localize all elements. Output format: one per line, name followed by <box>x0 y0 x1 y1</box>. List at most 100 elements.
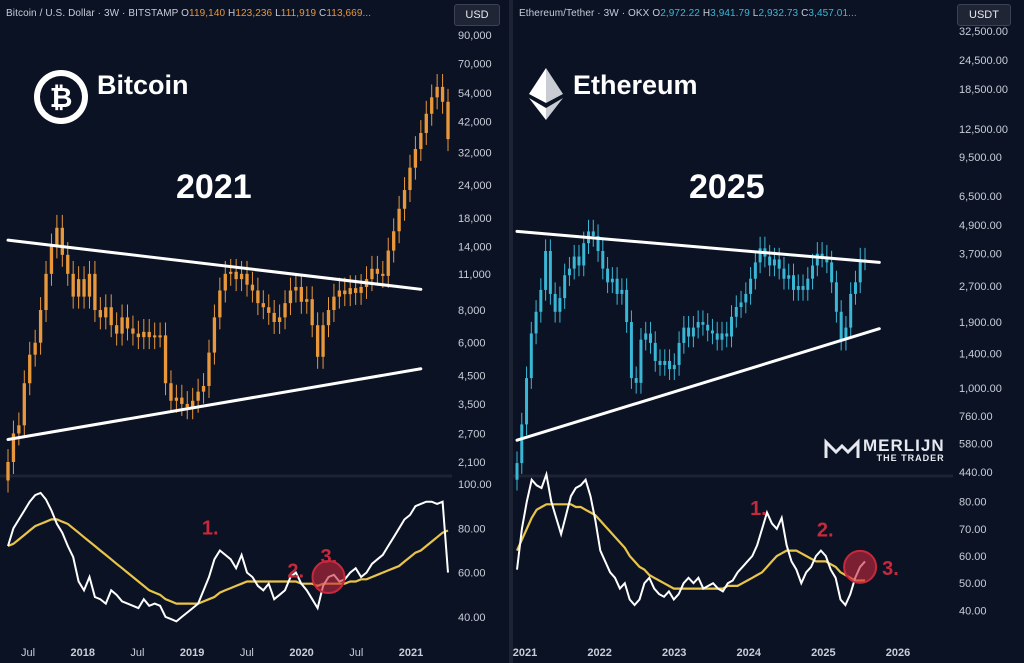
candle-body <box>520 424 524 464</box>
candle-body <box>180 397 184 404</box>
candle-body <box>28 354 32 384</box>
high-value: 123,236 <box>235 8 273 19</box>
candle-body <box>768 256 772 266</box>
candle-body <box>250 284 255 291</box>
rsi-tick-label: 60.00 <box>959 551 987 563</box>
watermark-subtitle: THE TRADER <box>876 453 945 463</box>
price-tick-label: 2,100 <box>458 457 486 469</box>
price-tick-label: 18,500.00 <box>959 84 1008 96</box>
candle-body <box>772 259 776 266</box>
bitcoin-brand-label: Bitcoin <box>97 70 189 100</box>
candle-body <box>858 259 862 283</box>
candle-body <box>435 86 439 98</box>
candle-body <box>381 273 385 276</box>
candle-body <box>663 360 667 365</box>
currency-selector[interactable]: USD <box>454 4 500 26</box>
svg-text:₿: ₿ <box>50 82 73 113</box>
close-value: 113,669... <box>326 8 372 19</box>
candle-body <box>558 298 562 312</box>
candle-body <box>706 324 710 331</box>
candle-body <box>315 325 320 357</box>
price-tick-label: 32,000 <box>458 147 492 159</box>
panel-divider <box>509 0 513 663</box>
candle-body <box>639 339 643 383</box>
rsi-annotation-3: 3. <box>320 546 337 568</box>
candle-body <box>299 286 303 302</box>
candle-body <box>606 268 610 283</box>
close-value: 3,457.01... <box>808 8 857 19</box>
ethereum-logo-icon <box>529 68 563 120</box>
candle-body <box>744 293 748 303</box>
candle-body <box>98 310 103 318</box>
ethereum-chart-canvas: 32,500.00 24,500.00 18,500.00 12,500.00 9,50… <box>513 26 1008 659</box>
candle-body <box>567 268 571 276</box>
candle-body <box>758 248 762 263</box>
rsi-annotation-1: 1. <box>750 498 767 520</box>
rsi-line <box>516 470 866 607</box>
candle-body <box>185 403 189 408</box>
candle-body <box>82 279 86 297</box>
price-tick-label: 760.00 <box>959 411 993 423</box>
candle-body <box>677 342 681 365</box>
candle-body <box>212 317 217 353</box>
bitcoin-logo-icon: ₿ <box>34 70 88 124</box>
price-tick-label: 8,000 <box>458 305 486 317</box>
price-tick-label: 4,500 <box>458 370 486 382</box>
candle-body <box>430 97 434 114</box>
ethereum-year-label: 2025 <box>689 168 765 206</box>
price-tick-label: 440.00 <box>959 467 993 479</box>
candle-body <box>104 307 108 318</box>
candle-body <box>234 271 238 280</box>
high-label: H <box>228 8 236 19</box>
candle-body <box>191 400 195 408</box>
high-label: H <box>702 8 711 19</box>
currency-selector[interactable]: USDT <box>957 4 1011 26</box>
candle-body <box>375 268 380 274</box>
candle-body <box>596 235 600 252</box>
bitcoin-symbol-header: Bitcoin / U.S. Dollar · 3W · BITSTAMP O1… <box>6 8 371 19</box>
low-label: L <box>752 8 759 19</box>
candle-body <box>539 289 543 312</box>
candle-body <box>753 262 757 279</box>
open-value: 2,972.22 <box>660 8 700 19</box>
time-axis-label: 2024 <box>737 647 762 659</box>
low-value: 2,932.73 <box>758 8 799 19</box>
candle-body <box>283 303 287 318</box>
candle-body <box>218 290 222 318</box>
high-value: 3,941.79 <box>710 8 750 19</box>
candle-body <box>691 327 695 337</box>
candle-body <box>310 299 314 326</box>
ethereum-chart-panel: 32,500.00 24,500.00 18,500.00 12,500.00 9,50… <box>513 0 1024 663</box>
candle-body <box>525 378 529 425</box>
price-tick-label: 70,000 <box>458 59 492 71</box>
candle-body <box>6 462 10 481</box>
candle-body <box>648 333 652 343</box>
candle-body <box>710 330 714 334</box>
candle-body <box>239 273 244 280</box>
candle-body <box>66 254 70 274</box>
candle-body <box>834 282 838 312</box>
ethereum-brand-label: Ethereum <box>573 70 698 100</box>
price-tick-label: 3,500 <box>458 399 486 411</box>
candle-body <box>201 385 206 392</box>
candle-body <box>644 333 648 340</box>
low-value: 111,919 <box>280 8 317 19</box>
candle-body <box>348 288 352 295</box>
candle-body <box>120 317 124 334</box>
candle-body <box>229 271 233 274</box>
rsi-tick-label: 50.00 <box>959 578 987 590</box>
candle-body <box>563 275 567 299</box>
time-axis-label: 2020 <box>289 647 313 659</box>
candle-body <box>544 251 548 290</box>
price-tick-label: 18,000 <box>458 213 492 225</box>
candle-body <box>629 322 633 379</box>
price-tick-label: 1,000.00 <box>959 383 1002 395</box>
candle-body <box>71 273 75 297</box>
rsi-tick-label: 60.00 <box>458 568 486 580</box>
candle-body <box>668 360 672 370</box>
price-tick-label: 6,500.00 <box>959 191 1002 203</box>
candle-body <box>294 286 298 291</box>
time-axis-label: 2019 <box>180 647 204 659</box>
time-axis-label: 2021 <box>399 647 423 659</box>
low-label: L <box>275 8 281 19</box>
